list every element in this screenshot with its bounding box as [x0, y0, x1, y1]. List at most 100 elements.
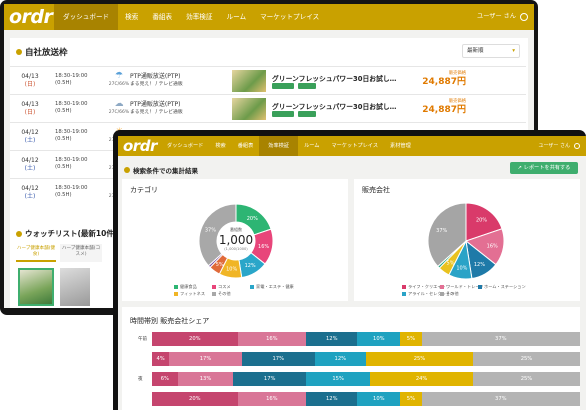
nav-materials[interactable]: 素材管理	[390, 143, 411, 149]
watchlist-title: ウォッチリスト(最新10件)	[16, 228, 117, 239]
bar-segment: 20%	[152, 392, 238, 406]
user-name[interactable]: ユーザー さん	[538, 143, 571, 149]
legend-label: ホーム・ステーション	[484, 284, 526, 289]
logo[interactable]: ordr	[9, 6, 53, 28]
user-icon[interactable]	[574, 143, 580, 149]
slice-label: 20%	[247, 216, 258, 222]
product-name[interactable]: グリーンフレッシュパワー30日お試し…	[272, 103, 397, 111]
category-card: カテゴリ 20% 16% 12% 10% 5% 37% 番組数 1,000 (1,000/…	[122, 179, 348, 301]
rain-cloud-icon: ☂	[114, 71, 124, 81]
bar-segment: 37%	[421, 332, 580, 346]
share-icon: ↗	[517, 165, 524, 171]
pie-slice	[427, 202, 467, 268]
bar-row: 6% 13% 17% 15% 24% 25%	[152, 372, 580, 386]
timebar-title: 時間帯別 販売会社シェア	[130, 317, 210, 325]
nav-efficiency[interactable]: 効率検証	[259, 136, 299, 156]
bar-segment: 17%	[241, 352, 315, 366]
product-thumbnail[interactable]	[60, 268, 90, 306]
bar-segment: 12%	[306, 392, 358, 406]
slice-label: 10%	[456, 265, 467, 271]
slice-label: 37%	[205, 228, 216, 234]
cloud-icon: ☁	[114, 99, 124, 109]
page-title: 検索条件での集計結果	[124, 165, 198, 175]
bar-row: 20% 16% 12% 10% 5% 37%	[152, 332, 580, 346]
front-screen: ordr ダッシュボード 検索 番組表 効率検証 ルーム マーケットプレイス 素…	[118, 136, 586, 410]
nav-marketplace[interactable]: マーケットプレイス	[260, 13, 320, 21]
nav-search[interactable]: 検索	[215, 143, 226, 149]
nav-room[interactable]: ルーム	[226, 13, 247, 21]
timebar-card: 時間帯別 販売会社シェア 午前 20% 16% 12% 10% 5% 37% 4% 17% 17%…	[122, 307, 580, 410]
nav-program-guide[interactable]: 番組表	[237, 143, 254, 149]
legend-item: ホーム・ステーション	[478, 284, 526, 290]
bar-segment: 6%	[152, 372, 178, 386]
legend-swatch	[250, 285, 254, 289]
nav-program-guide[interactable]: 番組表	[152, 13, 173, 21]
bar-segment: 5%	[400, 332, 422, 346]
nav-marketplace[interactable]: マーケットプレイス	[331, 143, 379, 149]
bullet-icon	[124, 167, 130, 173]
legend-swatch	[440, 292, 444, 296]
legend-swatch	[478, 285, 482, 289]
bar-segment: 12%	[306, 332, 358, 346]
slice-label: 37%	[436, 228, 447, 234]
bar-segment: 17%	[233, 372, 307, 386]
share-report-button[interactable]: ↗ レポートを共有する	[510, 162, 578, 174]
bullet-icon	[16, 230, 22, 237]
bar-segment: 25%	[365, 352, 473, 366]
category-title: カテゴリ	[130, 186, 158, 194]
bar-segment: 13%	[177, 372, 234, 386]
slice-label: 20%	[476, 217, 487, 223]
legend-swatch	[440, 285, 444, 289]
product-thumbnail	[232, 98, 266, 120]
tag-badge	[298, 111, 316, 117]
legend-item: その他	[212, 291, 231, 297]
user-icon[interactable]	[520, 13, 528, 21]
product-name[interactable]: グリーンフレッシュパワー30日お試し…	[272, 75, 397, 83]
bar-segment: 12%	[314, 352, 366, 366]
tag-badge	[272, 83, 294, 89]
slice-label: 5%	[447, 261, 455, 267]
table-row[interactable]: 04/13 (日) 18:30-19:00 (0.5H) ☂ 27C/66% PTP通…	[10, 66, 526, 94]
top-nav: ordr ダッシュボード 検索 番組表 効率検証 ルーム マーケットプレイス 素…	[118, 136, 586, 156]
bar-segment: 25%	[472, 372, 580, 386]
legend-swatch	[212, 292, 216, 296]
legend-item: ライフ・クリエイト	[402, 284, 446, 290]
bar-segment: 37%	[421, 392, 580, 406]
legend-item: アライル・セレクション	[402, 291, 454, 297]
nav-dashboard[interactable]: ダッシュボード	[54, 4, 119, 30]
donut-center-value: 1,000	[218, 233, 254, 247]
bar-segment: 15%	[306, 372, 371, 386]
slice-label: 10%	[226, 267, 237, 273]
bar-segment: 5%	[400, 392, 422, 406]
table-row[interactable]: 04/13 (日) 18:30-19:00 (0.5H) ☁ 27C/66% PTP通…	[10, 94, 526, 122]
product-thumbnail	[232, 70, 266, 92]
bar-segment: 10%	[357, 332, 401, 346]
seller-title: 販売会社	[362, 186, 390, 194]
bar-segment: 25%	[472, 352, 580, 366]
bar-row: 20% 16% 12% 10% 5% 37%	[152, 392, 580, 406]
product-thumbnail[interactable]	[18, 268, 54, 306]
bar-segment: 10%	[357, 392, 401, 406]
category-donut-chart: 20% 16% 12% 10%5% 37%	[198, 203, 274, 279]
legend-label: フィットネス	[180, 291, 206, 296]
bullet-icon	[16, 49, 22, 55]
nav-room[interactable]: ルーム	[304, 143, 320, 149]
nav-efficiency[interactable]: 効率検証	[186, 13, 213, 21]
logo[interactable]: ordr	[123, 137, 157, 155]
watch-tab-health[interactable]: ハーブ健康本舗(健食)	[16, 244, 56, 262]
tag-badge	[298, 83, 316, 89]
slice-label: 5%	[216, 262, 224, 268]
sort-select[interactable]: 最新順 ▾	[462, 44, 520, 58]
legend-label: その他	[446, 291, 459, 296]
legend-item: その他	[440, 291, 459, 297]
nav-search[interactable]: 検索	[125, 13, 139, 21]
tag-badge	[272, 111, 294, 117]
pie-slice	[198, 203, 237, 267]
slice-label: 16%	[487, 244, 498, 250]
nav-dashboard[interactable]: ダッシュボード	[167, 143, 204, 149]
watch-tab-cosme[interactable]: ハーブ健康本舗(コスメ)	[60, 244, 102, 262]
legend-label: その他	[218, 291, 231, 296]
donut-center-sub: (1,000/1000)	[224, 247, 248, 251]
user-name[interactable]: ユーザー さん	[477, 13, 516, 20]
seller-pie-chart: 20% 16% 12% 10%5% 37%	[427, 202, 505, 280]
